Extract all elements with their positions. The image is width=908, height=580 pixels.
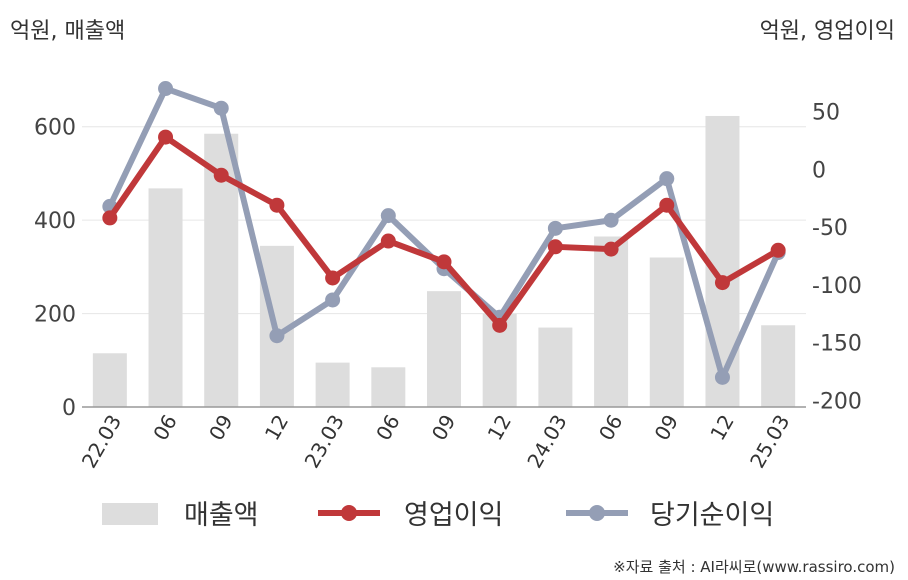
x-tick-label: 06	[148, 411, 182, 445]
operating-profit-point	[547, 239, 563, 255]
net-income-point	[158, 81, 174, 97]
x-tick-label: 09	[204, 411, 238, 445]
operating-profit-point	[158, 129, 174, 145]
operating-profit-point	[269, 197, 285, 213]
legend-marker-operating-profit	[341, 505, 357, 521]
net-income-point	[659, 171, 675, 187]
right-tick-label: -50	[812, 216, 848, 241]
legend-swatch-revenue	[102, 503, 158, 525]
x-tick-label: 09	[650, 411, 684, 445]
x-tick-label: 12	[705, 411, 739, 445]
x-axis-ticks: 22.03 06 09 12 23.03 06 09 12 24.03 06 09 12 25.03	[77, 411, 795, 473]
right-tick-label: -150	[812, 332, 862, 357]
x-tick-label: 25.03	[745, 411, 794, 473]
legend-marker-net-income	[589, 505, 605, 521]
net-income-point	[547, 220, 563, 236]
operating-profit-point	[603, 241, 619, 257]
left-tick-label: 200	[34, 303, 76, 328]
operating-profit-point	[770, 242, 786, 258]
left-tick-label: 400	[34, 209, 76, 234]
net-income-point	[714, 369, 730, 385]
revenue-bar	[371, 367, 406, 407]
x-tick-label: 24.03	[522, 411, 571, 473]
legend-label-net-income: 당기순이익	[650, 500, 774, 531]
x-tick-label: 12	[260, 411, 294, 445]
operating-profit-point	[659, 197, 675, 213]
right-tick-label: -200	[812, 389, 862, 414]
operating-profit-point	[714, 275, 730, 291]
revenue-bar	[148, 188, 183, 407]
operating-profit-point	[492, 317, 508, 333]
right-tick-label: 0	[812, 158, 826, 183]
x-tick-label: 09	[427, 411, 461, 445]
operating-profit-point	[325, 270, 341, 286]
revenue-bar	[649, 257, 684, 407]
net-income-point	[603, 212, 619, 228]
net-income-point	[269, 328, 285, 344]
left-tick-label: 0	[62, 396, 76, 421]
x-tick-label: 23.03	[300, 411, 349, 473]
profit-lines	[102, 81, 786, 385]
revenue-bar	[92, 353, 127, 407]
legend-label-operating-profit: 영업이익	[404, 500, 503, 531]
operating-profit-point	[102, 210, 118, 226]
net-income-point	[380, 208, 396, 224]
revenue-bar	[538, 327, 573, 407]
x-tick-label: 06	[594, 411, 628, 445]
net-income-point	[213, 100, 229, 116]
net-income-point	[325, 292, 341, 308]
operating-profit-point	[380, 233, 396, 249]
revenue-bar	[315, 362, 350, 407]
left-axis-ticks: 0 200 400 600	[34, 116, 76, 421]
operating-profit-point	[213, 167, 229, 183]
operating-profit-point	[436, 254, 452, 270]
left-axis-unit-label: 억원, 매출액	[10, 19, 125, 44]
revenue-bar	[427, 291, 461, 407]
revenue-bar	[594, 236, 629, 407]
x-tick-label: 12	[483, 411, 517, 445]
right-tick-label: -100	[812, 274, 862, 299]
legend: 매출액 영업이익 당기순이익	[102, 500, 774, 531]
legend-label-revenue: 매출액	[184, 500, 259, 531]
right-tick-label: 50	[812, 101, 840, 126]
left-tick-label: 600	[34, 116, 76, 141]
x-tick-label: 22.03	[77, 411, 126, 473]
source-credit: ※자료 출처 : AI라씨로(www.rassiro.com)	[613, 558, 895, 576]
x-tick-label: 06	[371, 411, 405, 445]
right-axis-unit-label: 억원, 영업이익	[760, 19, 895, 44]
right-axis-ticks: -200 -150 -100 -50 0 50	[812, 101, 862, 415]
revenue-bar	[761, 325, 796, 407]
